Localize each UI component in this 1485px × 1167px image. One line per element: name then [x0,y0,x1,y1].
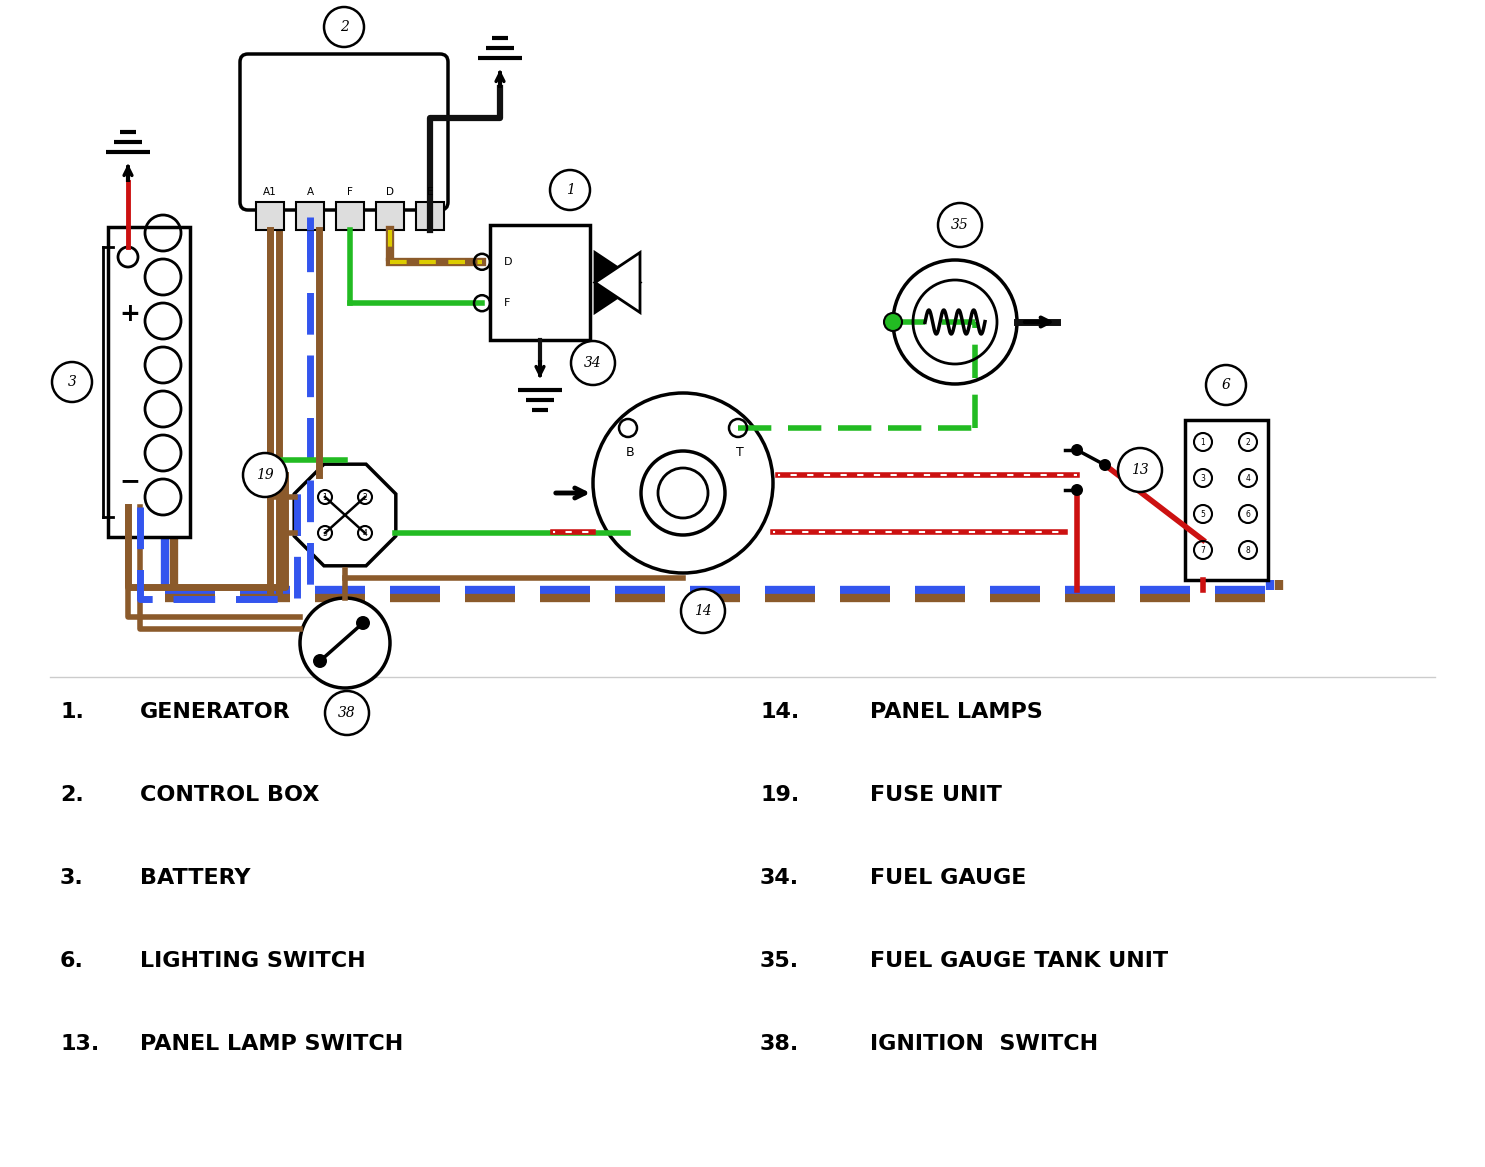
Text: 1.: 1. [59,703,83,722]
Text: 2: 2 [340,20,349,34]
Bar [416,202,444,230]
Text: A1: A1 [263,187,276,197]
Circle shape [324,7,364,47]
Circle shape [572,341,615,385]
Text: PANEL LAMPS: PANEL LAMPS [870,703,1042,722]
Text: CONTROL BOX: CONTROL BOX [140,785,319,805]
Polygon shape [294,464,396,566]
Bar [376,202,404,230]
Text: 3: 3 [1200,474,1206,482]
Text: 13.: 13. [59,1034,99,1054]
Text: −: − [119,469,141,494]
Text: 6: 6 [1222,378,1231,392]
Text: 4: 4 [362,529,367,538]
Text: PANEL LAMP SWITCH: PANEL LAMP SWITCH [140,1034,404,1054]
Text: FUEL GAUGE TANK UNIT: FUEL GAUGE TANK UNIT [870,951,1169,971]
Text: 14: 14 [693,605,711,619]
Bar [490,225,590,340]
Text: 3.: 3. [59,868,83,888]
Text: F: F [347,187,353,197]
Polygon shape [595,252,640,313]
Text: 14.: 14. [760,703,799,722]
Circle shape [549,170,590,210]
Text: 7: 7 [1200,545,1206,554]
Text: B: B [625,446,634,459]
Text: 1: 1 [566,183,575,197]
Circle shape [356,616,370,630]
Text: D: D [386,187,394,197]
Text: 8: 8 [1246,545,1250,554]
Text: 1: 1 [1201,438,1206,447]
Text: 6: 6 [1246,510,1250,518]
Text: 38: 38 [339,706,356,720]
Bar [255,202,284,230]
Text: E: E [426,187,434,197]
Text: 38.: 38. [760,1034,799,1054]
Circle shape [1071,484,1083,496]
Text: T: T [737,446,744,459]
Text: GENERATOR: GENERATOR [140,703,291,722]
Text: 19.: 19. [760,785,799,805]
Text: 2: 2 [1246,438,1250,447]
Circle shape [244,453,287,497]
Text: 35: 35 [950,218,968,232]
Circle shape [52,362,92,401]
Text: A: A [306,187,313,197]
Text: 2.: 2. [59,785,83,805]
Text: FUEL GAUGE: FUEL GAUGE [870,868,1026,888]
Text: 35.: 35. [760,951,799,971]
Circle shape [1206,365,1246,405]
Text: 34.: 34. [760,868,799,888]
FancyBboxPatch shape [108,228,190,537]
Text: D: D [503,257,512,267]
Text: 4: 4 [1246,474,1250,482]
Text: LIGHTING SWITCH: LIGHTING SWITCH [140,951,365,971]
Text: 34: 34 [584,356,601,370]
Text: 3: 3 [322,529,327,538]
Circle shape [1071,443,1083,456]
FancyBboxPatch shape [241,54,448,210]
Text: 2: 2 [362,492,367,502]
Text: 19: 19 [255,468,273,482]
Circle shape [313,654,327,668]
Bar [296,202,324,230]
Circle shape [939,203,982,247]
Circle shape [325,691,368,735]
Text: 13: 13 [1132,463,1149,477]
Text: 1: 1 [322,492,327,502]
Circle shape [884,313,901,331]
Bar [1185,420,1268,580]
Polygon shape [595,252,640,313]
Circle shape [682,589,725,633]
Text: BATTERY: BATTERY [140,868,251,888]
Circle shape [1099,459,1111,471]
Text: 5: 5 [1200,510,1206,518]
Text: 3: 3 [67,375,76,389]
Bar [336,202,364,230]
Circle shape [300,598,391,689]
Text: FUSE UNIT: FUSE UNIT [870,785,1002,805]
Circle shape [1118,448,1161,492]
Text: IGNITION  SWITCH: IGNITION SWITCH [870,1034,1097,1054]
Text: F: F [503,299,511,308]
Text: +: + [120,302,141,326]
Text: 6.: 6. [59,951,83,971]
